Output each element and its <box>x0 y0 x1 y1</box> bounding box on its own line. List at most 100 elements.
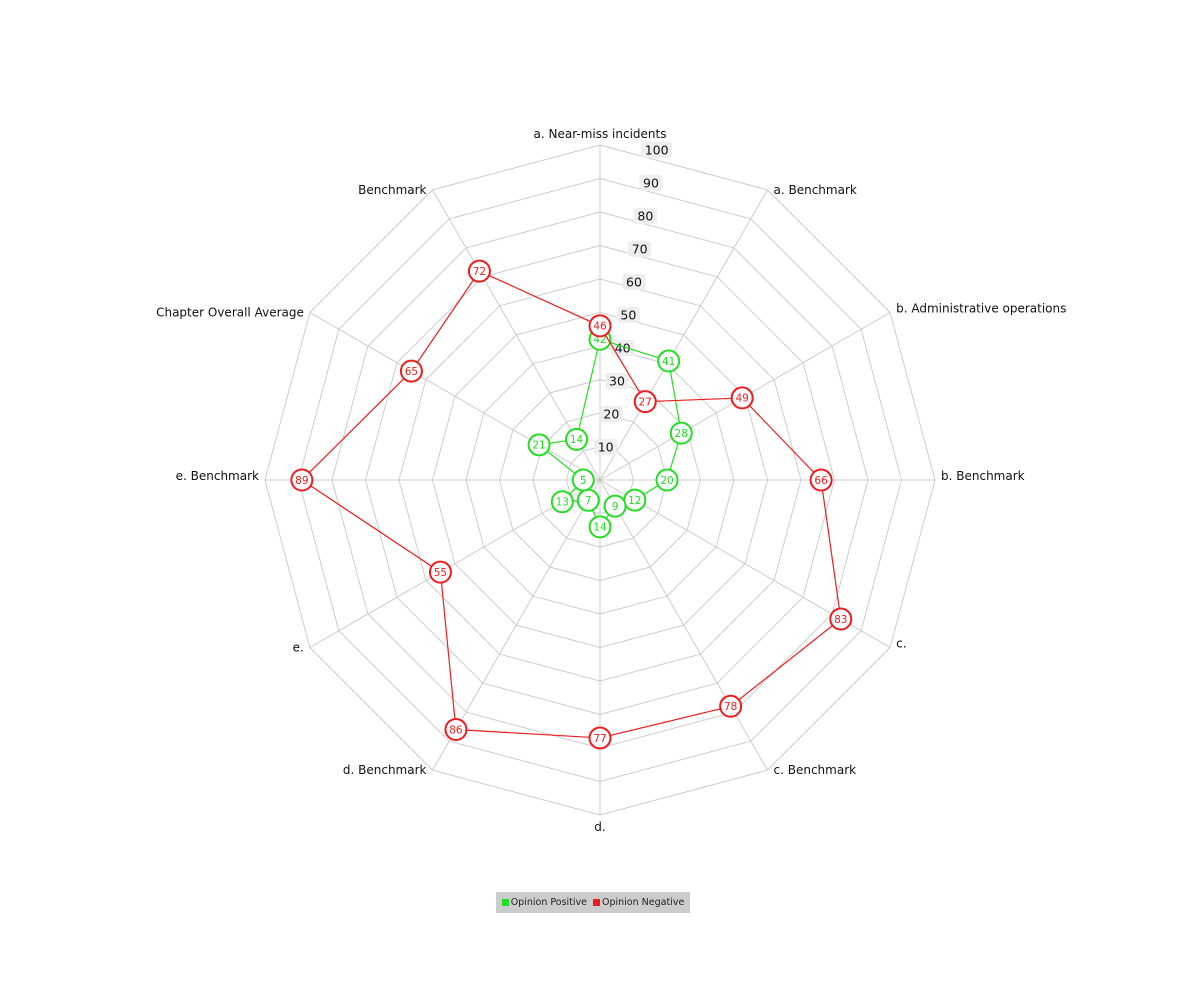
axis-label: c. <box>896 637 906 651</box>
tick-label-bg <box>628 240 652 257</box>
data-marker <box>527 433 551 457</box>
tick-30: 30 <box>605 372 629 389</box>
tick-100: 100 <box>641 141 673 158</box>
tick-label-bg <box>633 207 657 224</box>
tick-40: 40 <box>611 339 635 356</box>
data-marker <box>550 490 574 514</box>
axis-label: c. Benchmark <box>774 763 857 777</box>
data-point: 78 <box>719 694 743 718</box>
data-label: 86 <box>449 724 463 736</box>
axis-label: a. Benchmark <box>774 183 857 197</box>
data-label: 78 <box>724 701 737 713</box>
axis-label: Benchmark <box>358 183 426 197</box>
tick-label: 60 <box>626 274 642 289</box>
data-marker <box>467 259 491 283</box>
axis-label: b. Benchmark <box>941 469 1025 483</box>
data-label: 72 <box>473 266 486 278</box>
tick-label: 30 <box>609 373 625 388</box>
data-marker <box>657 349 681 373</box>
data-point: 28 <box>669 421 693 445</box>
legend-swatch-negative <box>593 899 600 906</box>
data-point: 12 <box>623 488 647 512</box>
data-point: 14 <box>588 515 612 539</box>
grid-spoke <box>309 312 601 481</box>
data-label: 77 <box>593 733 606 745</box>
data-label: 5 <box>580 475 587 487</box>
data-point: 77 <box>588 726 612 750</box>
data-marker <box>571 468 595 492</box>
data-point: 7 <box>576 488 600 512</box>
data-label: 66 <box>814 475 828 487</box>
tick-60: 60 <box>622 273 646 290</box>
tick-label: 100 <box>645 142 669 157</box>
data-label: 28 <box>675 428 688 440</box>
tick-80: 80 <box>633 207 657 224</box>
data-marker <box>588 515 612 539</box>
legend-item-positive: Opinion Positive <box>501 897 587 908</box>
tick-label-bg <box>599 405 623 422</box>
axis-label: e. <box>293 641 304 655</box>
legend: Opinion Positive Opinion Negative <box>496 892 690 913</box>
data-point: 21 <box>527 433 551 457</box>
tick-labels: 10 20 30 40 50 60 70 80 90 100 <box>594 141 673 455</box>
tick-label-bg <box>639 174 663 191</box>
data-marker <box>565 427 589 451</box>
axis-label: d. Benchmark <box>343 763 427 777</box>
data-label: 12 <box>628 495 641 507</box>
data-marker <box>428 560 452 584</box>
data-label: 55 <box>434 567 447 579</box>
data-point: 86 <box>444 718 468 742</box>
data-label: 83 <box>834 614 847 626</box>
data-marker <box>809 468 833 492</box>
series-opinion-positive: 42 41 28 20 12 9 14 7 13 5 21 14 <box>527 327 693 539</box>
tick-90: 90 <box>639 174 663 191</box>
data-label: 49 <box>735 393 748 405</box>
axis-label: d. <box>594 820 605 834</box>
tick-label-bg <box>641 141 673 158</box>
data-point: 46 <box>588 314 612 338</box>
tick-label: 80 <box>637 208 653 223</box>
tick-70: 70 <box>628 240 652 257</box>
tick-label-bg <box>611 339 635 356</box>
data-point: 66 <box>809 468 833 492</box>
data-point: 9 <box>603 494 627 518</box>
data-label: 46 <box>593 321 607 333</box>
data-marker <box>669 421 693 445</box>
tick-50: 50 <box>616 306 640 323</box>
data-marker <box>829 607 853 631</box>
grid <box>264 144 936 816</box>
data-label: 14 <box>570 434 584 446</box>
data-point: 72 <box>467 259 491 283</box>
axis-label: b. Administrative operations <box>896 302 1066 316</box>
axis-labels: a. Near-miss incidents a. Benchmark b. Adm… <box>156 127 1066 834</box>
tick-10: 10 <box>594 438 618 455</box>
tick-label: 20 <box>603 406 619 421</box>
data-label: 42 <box>593 334 606 346</box>
tick-label: 40 <box>615 340 631 355</box>
grid-spoke <box>599 189 768 481</box>
data-label: 9 <box>612 501 619 513</box>
data-marker <box>588 726 612 750</box>
tick-label: 70 <box>632 241 648 256</box>
data-label: 21 <box>532 440 545 452</box>
data-marker <box>588 314 612 338</box>
tick-label: 90 <box>643 175 659 190</box>
data-point: 83 <box>829 607 853 631</box>
data-marker <box>719 694 743 718</box>
data-label: 89 <box>295 475 308 487</box>
legend-label-positive: Opinion Positive <box>510 897 587 908</box>
data-point: 5 <box>571 468 595 492</box>
data-label: 14 <box>593 522 607 534</box>
data-point: 65 <box>399 359 423 383</box>
data-point: 55 <box>428 560 452 584</box>
data-point: 89 <box>290 468 314 492</box>
data-label: 7 <box>585 495 592 507</box>
grid-spoke <box>599 479 768 771</box>
tick-label-bg <box>605 372 629 389</box>
axis-label: e. Benchmark <box>176 469 259 483</box>
tick-label-bg <box>622 273 646 290</box>
data-marker <box>730 386 754 410</box>
data-point: 14 <box>565 427 589 451</box>
